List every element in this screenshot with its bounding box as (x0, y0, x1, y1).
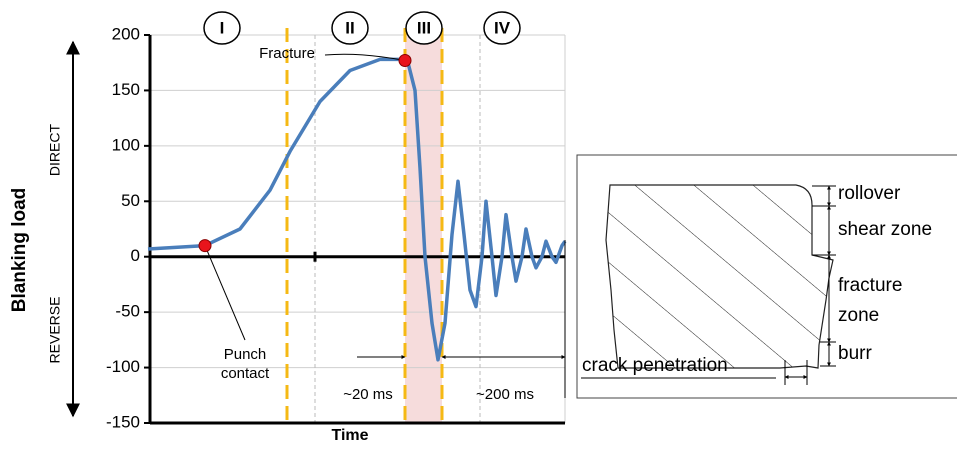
inset-label: rollover (838, 183, 901, 204)
annotation: Fracture (259, 45, 315, 62)
direction-label: REVERSE (47, 297, 63, 364)
inset-diagram: rollover shear zone fracture zone burr c… (576, 154, 957, 399)
y-tick-label: -50 (115, 302, 140, 321)
dimension-lines (581, 185, 836, 385)
phase-label: II (345, 18, 354, 37)
inset-label: shear zone (838, 219, 932, 240)
y-tick-label: 200 (112, 24, 140, 43)
phase-label: III (417, 18, 431, 37)
y-tick-label: 100 (112, 135, 140, 154)
y-axis-title: Blanking load (9, 188, 30, 313)
y-tick-label: 150 (112, 80, 140, 99)
phase-marker (483, 11, 521, 45)
phase-label: I (220, 18, 225, 37)
y-tick-label: 50 (121, 191, 140, 210)
annotation: contact (221, 365, 270, 382)
inset-label: crack penetration (582, 355, 728, 376)
leader-line (204, 245, 246, 341)
direction-label: DIRECT (47, 124, 63, 177)
inset-label: zone (838, 305, 879, 326)
y-tick-label: -100 (106, 357, 140, 376)
fracture-point (398, 53, 412, 67)
y-tick-label: -150 (106, 412, 140, 431)
y-tick-label: 0 (131, 246, 140, 265)
load-curve (147, 57, 567, 362)
inset-label: fracture (838, 275, 902, 296)
phase-marker (405, 11, 443, 45)
phase-label: IV (494, 18, 511, 37)
phase-marker (331, 11, 369, 45)
annotation: Punch (224, 346, 267, 363)
plot-area: 200 150 100 50 0 -50 -100 -150 DIRECT REVERSE Blan… (9, 11, 567, 444)
annotation: ~200 ms (476, 386, 534, 403)
blank-section (605, 184, 834, 369)
leader-line (324, 53, 406, 61)
annotation: ~20 ms (343, 386, 393, 403)
inset-label: burr (838, 343, 872, 364)
punch-contact-point (198, 239, 212, 253)
x-axis-title: Time (331, 427, 368, 444)
phase-marker (203, 11, 241, 45)
